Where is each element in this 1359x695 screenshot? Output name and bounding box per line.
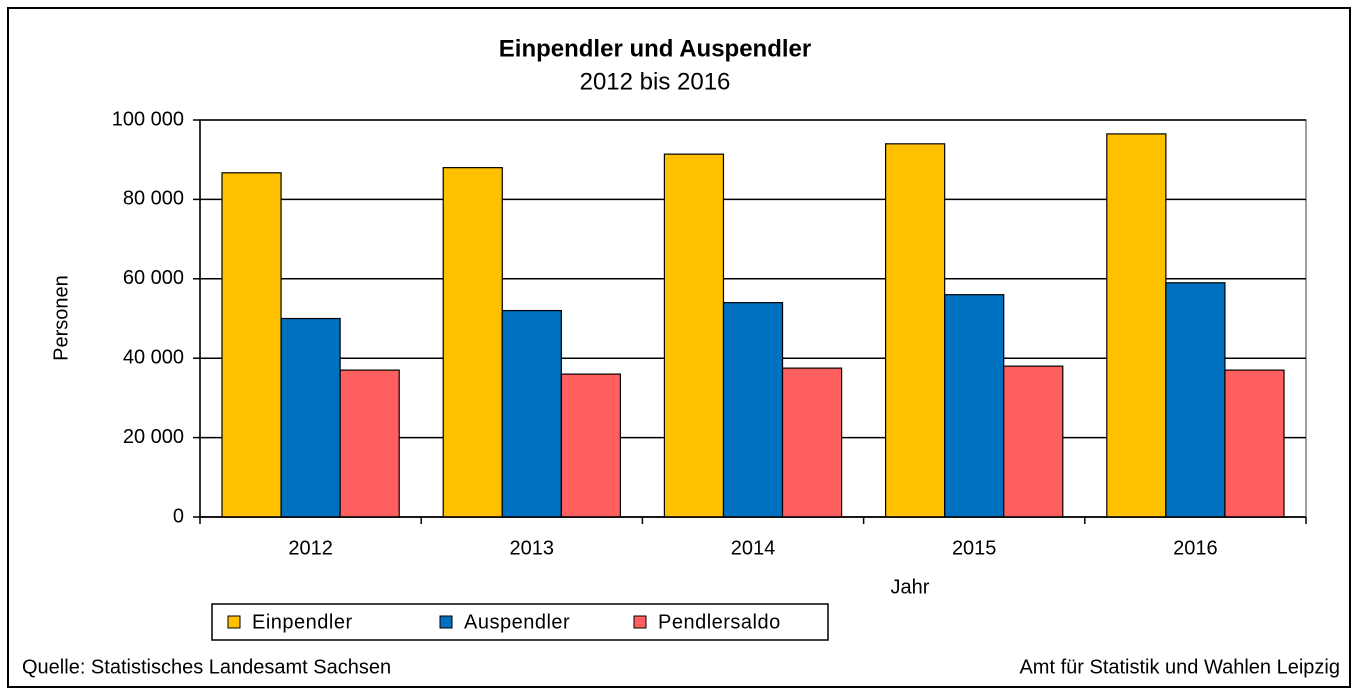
y-tick-label: 100 000 [112, 108, 184, 130]
bar [339, 369, 400, 518]
x-axis-label: Jahr [891, 576, 930, 598]
x-tick-label: 2014 [731, 537, 776, 559]
x-tick-label: 2016 [1173, 537, 1218, 559]
y-tick-label: 80 000 [123, 188, 184, 210]
bar [1003, 365, 1064, 518]
x-tick-label: 2012 [288, 537, 333, 559]
legend-label: Auspendler [464, 611, 570, 633]
bar [663, 153, 725, 518]
bar [722, 302, 784, 518]
bar [884, 143, 946, 518]
bar [1165, 282, 1226, 518]
y-tick-label: 0 [173, 505, 184, 527]
chart-subtitle: 2012 bis 2016 [580, 68, 731, 95]
y-axis-label: Personen [50, 275, 72, 361]
y-tick-label: 40 000 [123, 346, 184, 368]
bar [221, 172, 282, 518]
legend-swatch [633, 615, 647, 629]
x-tick-label: 2015 [952, 537, 997, 559]
y-tick-label: 60 000 [123, 267, 184, 289]
legend-swatch [439, 615, 453, 629]
bar [781, 367, 843, 518]
chart-title: Einpendler und Auspendler [499, 35, 811, 62]
x-tick-label: 2013 [510, 537, 555, 559]
bar [280, 317, 341, 518]
legend [211, 603, 829, 641]
legend-label: Pendlersaldo [658, 611, 781, 633]
bar [501, 309, 562, 518]
source: Quelle: Statistisches Landesamt Sachsen [22, 656, 391, 678]
legend-swatch [227, 615, 241, 629]
bar [1106, 133, 1167, 518]
bar [442, 167, 503, 518]
y-tick-label: 20 000 [123, 426, 184, 448]
legend-label: Einpendler [252, 611, 353, 633]
credit: Amt für Statistik und Wahlen Leipzig [1019, 656, 1340, 678]
bar [560, 373, 621, 518]
bar [1224, 369, 1285, 518]
bar [944, 294, 1005, 518]
